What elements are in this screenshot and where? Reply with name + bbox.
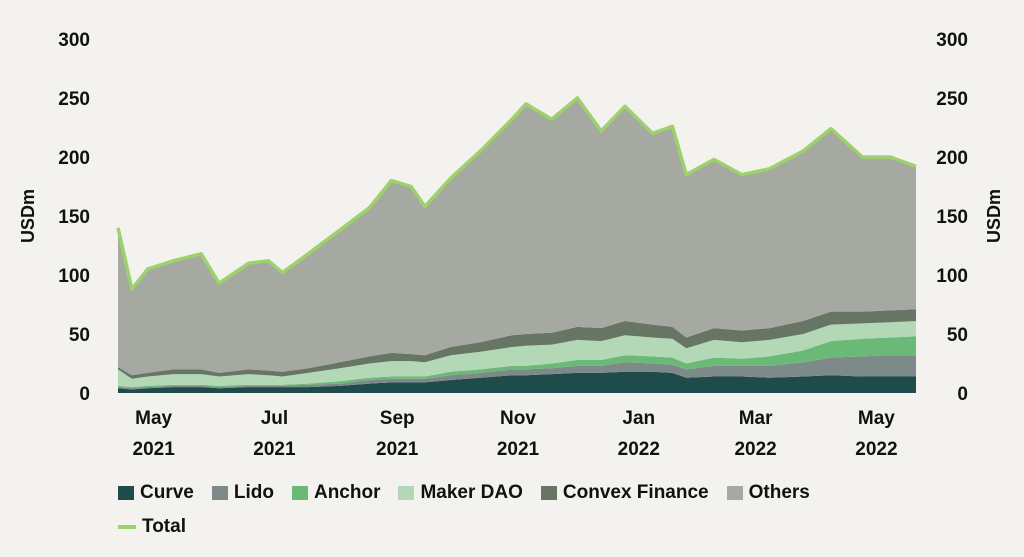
- legend-swatch: [726, 486, 743, 500]
- legend-label: Anchor: [313, 482, 381, 503]
- x-tick-month: May: [135, 408, 172, 429]
- x-tick-year: 2021: [253, 439, 296, 460]
- legend-swatch: [118, 486, 134, 500]
- x-tick-year: 2021: [376, 439, 419, 460]
- legend-item-convex-finance: Convex Finance: [540, 482, 709, 504]
- legend-item-curve: Curve: [118, 482, 194, 504]
- legend-label: Total: [142, 516, 186, 537]
- area-anchor: [118, 336, 916, 389]
- y-tick-left: 250: [58, 89, 90, 110]
- area-others: [118, 98, 916, 376]
- x-tick-month: Jul: [261, 408, 288, 429]
- y-tick-left: 300: [58, 30, 90, 51]
- legend-item-lido: Lido: [211, 482, 274, 504]
- y-tick-right: 0: [957, 384, 968, 405]
- x-tick-year: 2022: [618, 439, 660, 460]
- y-tick-right: 300: [936, 30, 968, 51]
- legend-swatch: [118, 525, 136, 529]
- legend-swatch: [291, 486, 308, 500]
- legend-item-maker-dao: Maker DAO: [398, 482, 523, 504]
- x-tick-month: Sep: [380, 408, 415, 429]
- y-tick-left: 150: [58, 207, 90, 228]
- y-tick-right: 200: [936, 148, 968, 169]
- legend-swatch: [211, 486, 228, 500]
- x-tick-year: 2021: [133, 439, 176, 460]
- area-maker-dao: [118, 321, 916, 388]
- x-tick-year: 2022: [734, 439, 776, 460]
- y-tick-left: 0: [79, 384, 90, 405]
- y-axis-label-left: USDm: [18, 189, 38, 243]
- legend-label: Convex Finance: [562, 482, 709, 503]
- x-tick-year: 2021: [497, 439, 540, 460]
- legend-swatch: [540, 486, 557, 500]
- area-lido: [118, 355, 916, 390]
- legend-label: Curve: [140, 482, 194, 503]
- legend: Curve Lido Anchor Maker DAO Convex Finance Ot…: [118, 482, 918, 538]
- legend-label: Others: [748, 482, 810, 503]
- legend-item-anchor: Anchor: [291, 482, 381, 504]
- y-tick-left: 50: [69, 325, 90, 346]
- y-tick-right: 250: [936, 89, 968, 110]
- total-line: [116, 96, 917, 291]
- y-axis-label-right: USDm: [984, 189, 1004, 243]
- area-convex-finance: [118, 309, 916, 379]
- legend-label: Lido: [233, 482, 274, 503]
- y-tick-left: 100: [58, 266, 90, 287]
- area-curve: [118, 371, 916, 393]
- x-tick-month: Mar: [739, 408, 773, 429]
- legend-swatch: [398, 486, 415, 500]
- x-tick-month: Nov: [500, 408, 536, 429]
- y-tick-right: 150: [936, 207, 968, 228]
- x-tick-year: 2022: [855, 439, 897, 460]
- y-tick-left: 200: [58, 148, 90, 169]
- x-tick-month: May: [858, 408, 895, 429]
- x-tick-month: Jan: [622, 408, 655, 429]
- y-tick-right: 50: [947, 325, 968, 346]
- legend-item-total: Total: [118, 516, 186, 538]
- legend-label: Maker DAO: [420, 482, 523, 503]
- y-tick-right: 100: [936, 266, 968, 287]
- legend-item-others: Others: [726, 482, 810, 504]
